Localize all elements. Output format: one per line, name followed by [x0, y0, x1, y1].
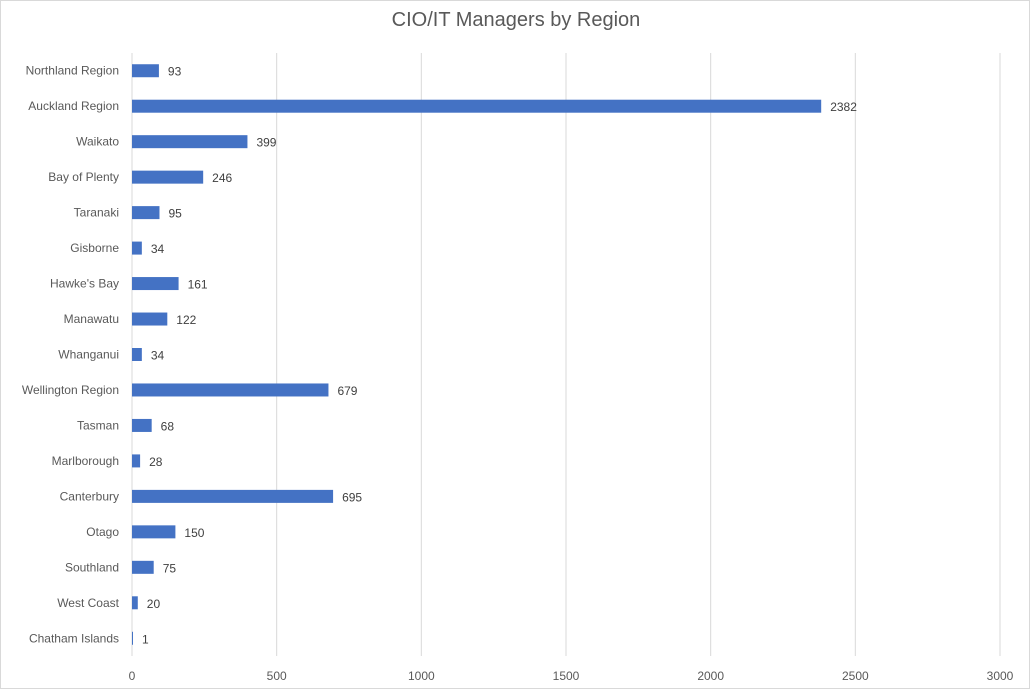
bar: [132, 64, 159, 78]
x-tick-label: 1500: [553, 669, 580, 683]
category-label: Waikato: [76, 135, 119, 149]
x-tick-label: 2000: [697, 669, 724, 683]
category-label: Hawke's Bay: [50, 277, 119, 291]
bar: [132, 383, 329, 397]
data-label: 93: [168, 65, 182, 79]
bar: [132, 596, 138, 610]
bar: [132, 206, 160, 220]
data-label: 122: [176, 313, 196, 327]
category-label: Taranaki: [74, 206, 119, 220]
bar: [132, 560, 154, 574]
category-label: Bay of Plenty: [48, 170, 119, 184]
data-label: 399: [256, 136, 276, 150]
data-label: 75: [163, 561, 177, 575]
x-tick-label: 2500: [842, 669, 869, 683]
data-label: 161: [188, 278, 208, 292]
x-tick-label: 0: [129, 669, 136, 683]
bar: [132, 418, 152, 432]
bar: [132, 135, 248, 149]
data-label: 1: [142, 632, 149, 646]
bar: [132, 454, 141, 468]
data-label: 28: [149, 455, 163, 469]
category-label: Auckland Region: [28, 99, 119, 113]
x-tick-label: 3000: [987, 669, 1014, 683]
category-label: Wellington Region: [22, 383, 119, 397]
data-label: 695: [342, 490, 362, 504]
data-label: 95: [168, 207, 182, 221]
data-label: 20: [147, 597, 161, 611]
data-label: 2382: [830, 100, 857, 114]
category-label: Southland: [65, 560, 119, 574]
bar: [132, 241, 142, 255]
bar: [132, 277, 179, 291]
category-label: Otago: [86, 525, 119, 539]
bar: [132, 631, 133, 645]
data-label: 246: [212, 171, 232, 185]
data-label: 679: [337, 384, 357, 398]
category-label: West Coast: [57, 596, 119, 610]
category-label: Marlborough: [52, 454, 119, 468]
bar: [132, 99, 822, 113]
data-label: 34: [151, 242, 165, 256]
bar: [132, 525, 176, 539]
data-label: 68: [161, 419, 175, 433]
bar: [132, 348, 142, 361]
category-label: Gisborne: [70, 241, 119, 255]
category-label: Manawatu: [64, 312, 119, 326]
category-label: Whanganui: [58, 348, 119, 362]
chart-title: CIO/IT Managers by Region: [391, 9, 641, 31]
category-label: Tasman: [77, 418, 119, 432]
data-label: 34: [151, 349, 165, 363]
x-tick-label: 500: [267, 669, 287, 683]
category-label: Chatham Islands: [29, 631, 119, 645]
data-label: 150: [184, 526, 204, 540]
bar: [132, 312, 168, 326]
bar: [132, 489, 334, 503]
category-label: Northland Region: [26, 64, 119, 78]
category-label: Canterbury: [60, 489, 119, 503]
bar: [132, 170, 204, 184]
x-tick-label: 1000: [408, 669, 435, 683]
